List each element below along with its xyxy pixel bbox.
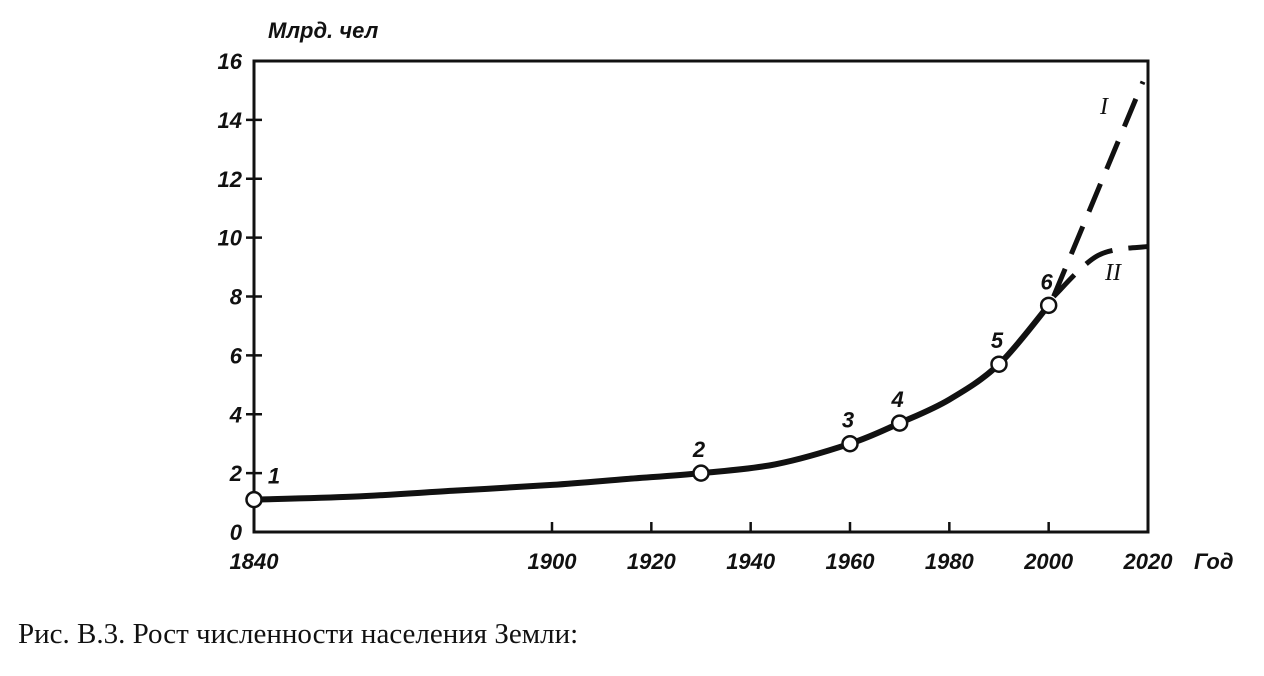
- y-tick-label: 14: [218, 108, 242, 133]
- y-axis-title: Млрд. чел: [268, 18, 379, 43]
- y-tick-label: 8: [230, 285, 243, 310]
- point-label-1: 1: [268, 464, 280, 489]
- x-tick-label: 1920: [627, 549, 677, 574]
- data-point-4: [890, 414, 909, 432]
- point-label-2: 2: [692, 437, 706, 462]
- marker-layer: 1 2 3 4 5 6: [245, 269, 1058, 509]
- y-tick-label: 16: [218, 49, 243, 74]
- data-point-5: [990, 355, 1008, 373]
- point-label-6: 6: [1041, 269, 1054, 294]
- y-tick-label: 6: [230, 343, 243, 368]
- population-line: [253, 303, 1051, 503]
- point-label-5: 5: [991, 328, 1004, 353]
- y-axis-ticks: 0 2 4 6 8 10 12 14 16: [218, 49, 262, 545]
- x-axis-title: Год: [1194, 549, 1233, 574]
- x-tick-label: 1960: [826, 549, 876, 574]
- x-tick-label: 2000: [1023, 549, 1074, 574]
- y-tick-label: 10: [218, 226, 243, 251]
- x-tick-label: 1940: [726, 549, 776, 574]
- y-tick-label: 12: [218, 167, 243, 192]
- series-label-I: I: [1099, 94, 1109, 120]
- data-point-2: [692, 464, 710, 482]
- x-tick-label: 1980: [925, 549, 975, 574]
- data-point-3: [841, 434, 859, 453]
- point-label-4: 4: [891, 387, 904, 412]
- x-tick-label: 1840: [230, 549, 280, 574]
- data-point-1: [245, 490, 263, 509]
- projection-line-I: [1051, 80, 1146, 298]
- figure-caption: Рис. В.3. Рост численности населения Зем…: [18, 618, 579, 650]
- series-label-II: II: [1104, 260, 1122, 286]
- x-tick-label: 2020: [1123, 549, 1174, 574]
- x-axis-ticks: 1840 1900 1920 1940 1960 1980 2000 2020: [230, 522, 1174, 574]
- y-tick-label: 0: [230, 520, 243, 545]
- y-tick-label: 2: [229, 461, 243, 486]
- data-point-6: [1039, 296, 1058, 315]
- point-label-3: 3: [842, 408, 854, 433]
- population-chart: 1840 1900 1920 1940 1960 1980 2000 2020 0 2 4 6 8 10…: [218, 18, 1234, 574]
- projection-line-II: [1051, 243, 1149, 299]
- y-tick-label: 4: [229, 402, 242, 427]
- x-tick-label: 1900: [528, 549, 578, 574]
- series-layer: [253, 80, 1149, 503]
